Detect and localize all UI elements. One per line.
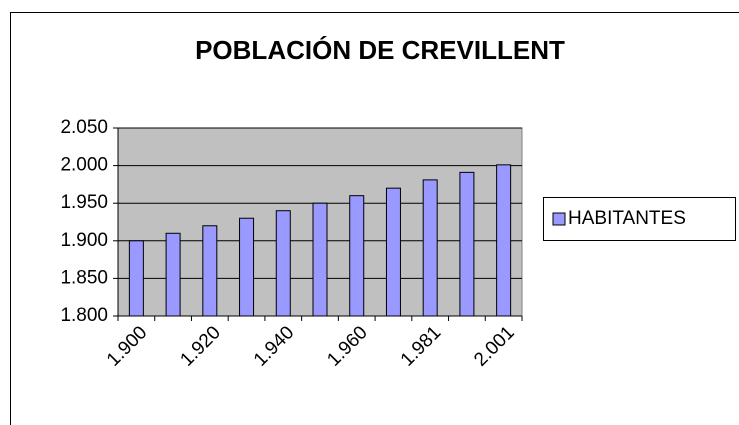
y-tick-label: 1.850	[60, 267, 108, 288]
legend-swatch	[552, 212, 566, 226]
bar	[128, 240, 144, 317]
bar	[239, 217, 255, 317]
bar	[312, 202, 328, 317]
y-tick-label: 2.000	[60, 155, 108, 176]
legend-label: HABITANTES	[568, 208, 686, 229]
bar	[496, 164, 512, 317]
bar	[202, 225, 218, 317]
bar	[459, 171, 475, 317]
y-tick-label: 1.950	[60, 192, 108, 213]
bar	[165, 232, 181, 317]
bar	[385, 187, 401, 317]
bar	[275, 210, 291, 317]
y-tick-label: 2.050	[60, 117, 108, 138]
legend-box	[543, 197, 736, 241]
chart-title: POBLACIÓN DE CREVILLENT	[195, 35, 565, 65]
y-tick-label: 1.900	[60, 230, 108, 251]
bar	[422, 179, 438, 317]
y-tick-label: 1.800	[60, 305, 108, 326]
bar	[349, 195, 365, 317]
